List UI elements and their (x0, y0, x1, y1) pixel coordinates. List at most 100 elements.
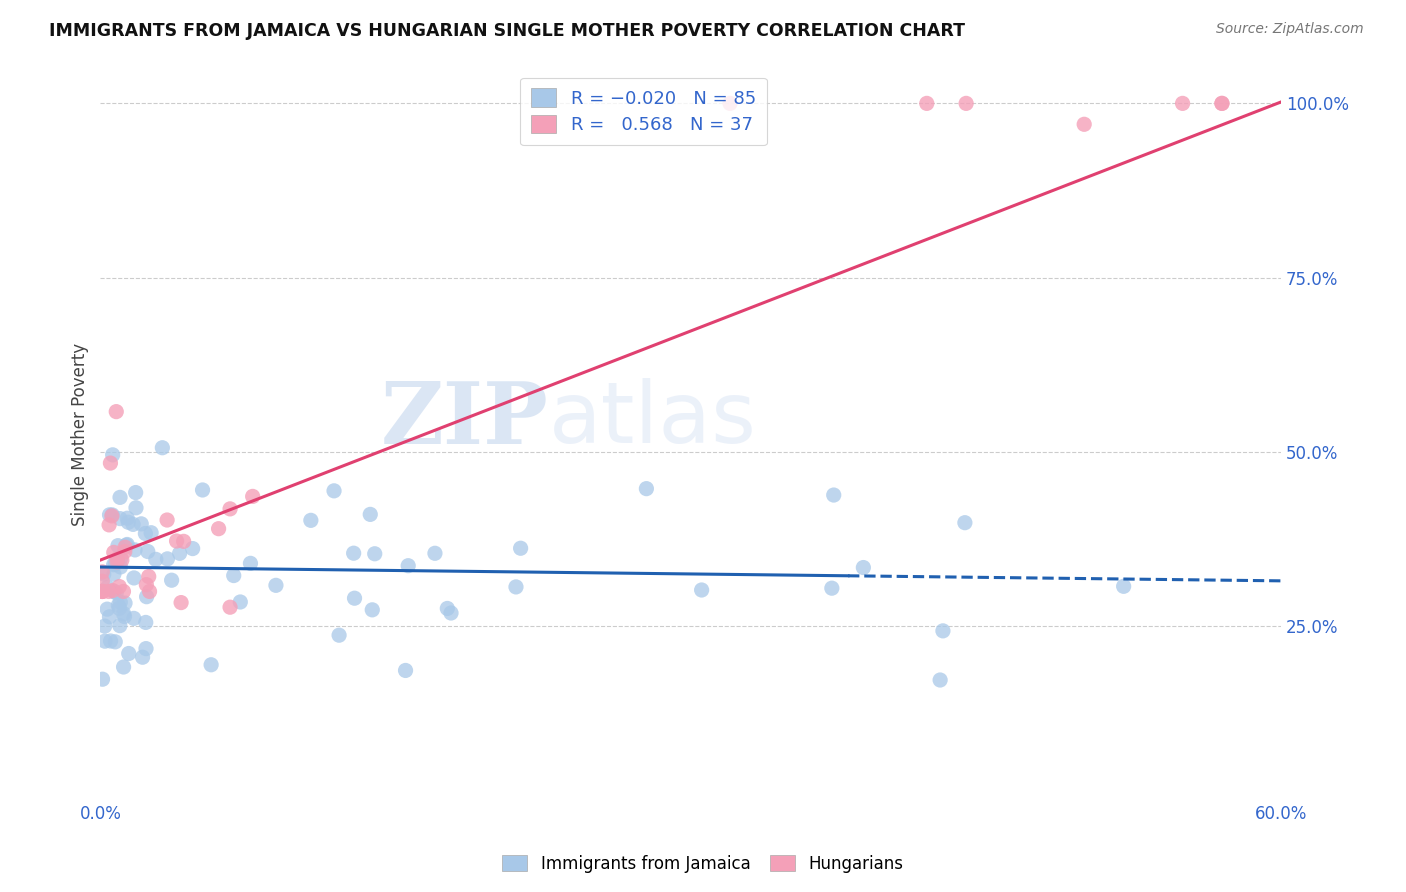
Point (122, 517, 145, 532)
Point (110, 550, 132, 565)
Point (115, 537, 138, 551)
Point (436, 601, 458, 615)
Point (105, 404, 128, 418)
Point (115, 511, 138, 525)
Point (91, 584, 114, 599)
Point (145, 552, 167, 566)
Point (229, 595, 252, 609)
Point (929, 673, 952, 687)
Point (103, 545, 125, 559)
Point (134, 526, 156, 541)
Point (219, 501, 242, 516)
Point (915, 96, 938, 111)
Point (239, 557, 262, 571)
Point (343, 546, 366, 560)
Text: IMMIGRANTS FROM JAMAICA VS HUNGARIAN SINGLE MOTHER POVERTY CORRELATION CHART: IMMIGRANTS FROM JAMAICA VS HUNGARIAN SIN… (49, 22, 965, 40)
Point (101, 583, 124, 598)
Point (103, 584, 125, 599)
Point (136, 544, 159, 558)
Point (131, 650, 153, 665)
Point (955, 96, 977, 111)
Point (138, 569, 160, 583)
Point (94, 634, 117, 648)
Point (114, 544, 136, 558)
Point (135, 590, 157, 604)
Text: atlas: atlas (548, 378, 756, 461)
Point (101, 508, 124, 523)
Point (108, 491, 131, 505)
Point (200, 657, 222, 672)
Point (1211, 96, 1233, 111)
Text: ZIP: ZIP (381, 378, 548, 462)
Point (509, 541, 531, 556)
Point (396, 558, 419, 573)
Point (114, 596, 136, 610)
Point (101, 508, 124, 522)
Point (173, 534, 195, 549)
Point (104, 557, 127, 571)
Point (364, 547, 387, 561)
Point (118, 647, 141, 661)
Point (108, 580, 131, 594)
Point (91, 584, 114, 599)
Point (108, 601, 131, 615)
Point (122, 571, 145, 585)
Point (139, 525, 162, 540)
Point (323, 483, 346, 498)
Point (160, 573, 183, 587)
Point (100, 456, 122, 470)
Point (101, 448, 124, 462)
Point (169, 546, 191, 560)
Point (103, 558, 125, 572)
Point (328, 628, 350, 642)
Point (932, 624, 955, 638)
Point (135, 577, 157, 591)
Point (264, 578, 287, 592)
Point (636, 482, 658, 496)
Point (114, 609, 136, 624)
Point (112, 584, 135, 599)
Point (821, 581, 844, 595)
Legend: R = −0.020   N = 85, R =   0.568   N = 37: R = −0.020 N = 85, R = 0.568 N = 37 (520, 78, 766, 145)
Point (166, 534, 188, 549)
Point (91, 574, 114, 589)
Point (96, 602, 118, 616)
Point (103, 567, 125, 582)
Point (852, 560, 875, 574)
Point (108, 618, 131, 632)
Point (98, 508, 121, 522)
Point (242, 490, 264, 504)
Point (181, 541, 204, 556)
Point (98, 609, 121, 624)
Point (135, 615, 157, 630)
Text: Source: ZipAtlas.com: Source: ZipAtlas.com (1216, 22, 1364, 37)
Point (440, 606, 463, 620)
Point (114, 540, 136, 554)
Point (100, 634, 122, 648)
Point (361, 603, 384, 617)
Point (359, 508, 381, 522)
Point (124, 485, 146, 500)
Legend: Immigrants from Jamaica, Hungarians: Immigrants from Jamaica, Hungarians (496, 848, 910, 880)
Point (105, 552, 128, 566)
Point (93, 567, 115, 582)
Point (108, 511, 131, 525)
Point (110, 560, 132, 574)
Point (505, 580, 527, 594)
Point (953, 516, 976, 530)
Point (104, 635, 127, 649)
Y-axis label: Single Mother Poverty: Single Mother Poverty (72, 343, 89, 526)
Point (93, 619, 115, 633)
Point (1171, 96, 1194, 111)
Point (1112, 579, 1135, 593)
Point (107, 539, 129, 553)
Point (156, 552, 179, 566)
Point (299, 513, 322, 527)
Point (91, 672, 114, 686)
Point (91, 565, 114, 579)
Point (1073, 117, 1095, 131)
Point (105, 586, 128, 600)
Point (690, 582, 713, 597)
Point (122, 611, 145, 625)
Point (125, 500, 148, 515)
